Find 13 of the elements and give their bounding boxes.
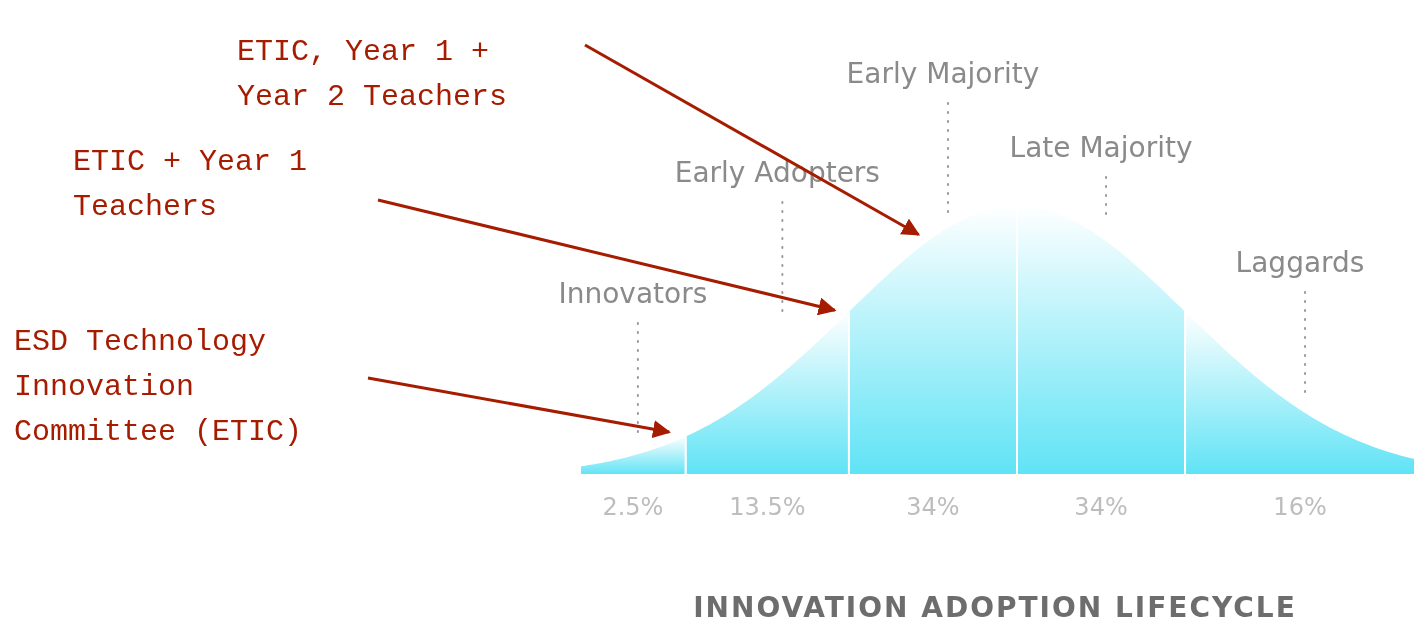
text: INNOVATION ADOPTION LIFECYCLE — [693, 591, 1297, 620]
category-label: Late Majority — [1009, 131, 1193, 164]
data-label: 13.5% — [729, 493, 806, 521]
category-label: Early Majority — [846, 57, 1040, 90]
data-label: 34% — [906, 493, 960, 521]
data-label: 2.5% — [602, 493, 664, 521]
text: ESD Technology Innovation Committee (ETIC) — [14, 325, 303, 449]
text: ETIC + Year 1 Teachers — [73, 145, 308, 224]
category-label: Innovators — [558, 277, 708, 310]
data-label: 16% — [1273, 493, 1327, 521]
category-label: Laggards — [1235, 246, 1365, 279]
data-label: 34% — [1074, 493, 1128, 521]
text: ETIC, Year 1 + Year 2 Teachers — [237, 35, 508, 114]
